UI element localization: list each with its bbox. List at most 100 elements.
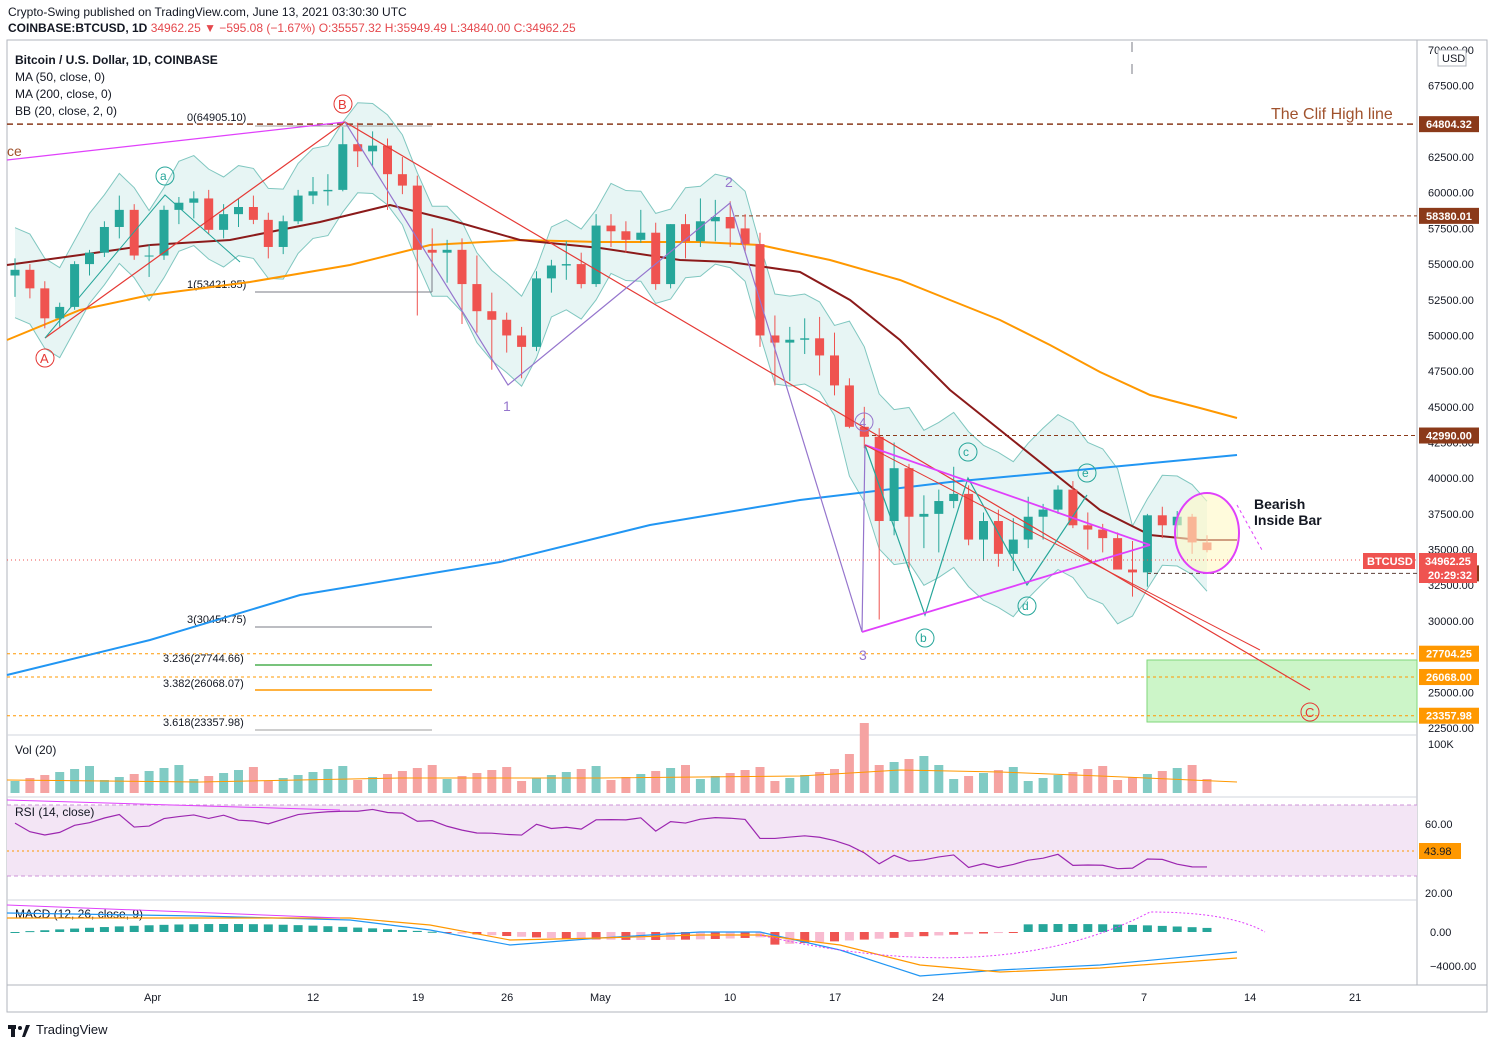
rsi-label[interactable]: RSI (14, close) [15,805,94,819]
candle-body-53 [800,338,810,340]
macd-bar-64 [964,932,974,935]
macd-curve-projection [759,911,1266,959]
macd-bar-61 [919,932,929,937]
rsi-value-text: 43.98 [1424,846,1452,858]
rsi-tick-20: 20.00 [1425,888,1453,900]
y-tick-5: 57500.00 [1428,223,1474,235]
x-tick-9: 7 [1141,992,1147,1004]
rsi-line [14,808,1208,870]
macd-bar-22 [338,926,348,932]
candle-body-59 [889,468,899,522]
candle-body-48 [725,216,735,229]
volume-bar-7 [114,777,124,793]
macd-bar-25 [383,929,392,932]
volume-bar-36 [546,775,556,793]
open-value: O:35557.32 [318,21,382,35]
volume-bar-21 [323,769,333,793]
volume-bar-8 [129,774,139,793]
triangle-lower [861,544,1151,633]
volume-bar-50 [755,767,765,793]
wave-label-3: 3 [859,647,867,663]
macd-bar-77 [1157,925,1167,932]
wave-label-2: 2 [725,174,733,190]
symbol-tag [1363,553,1415,569]
volume-bar-11 [174,765,184,793]
candle-body-20 [308,191,318,196]
legend-ma50[interactable]: MA (50, close, 0) [15,70,105,84]
volume-bar-35 [532,778,541,793]
level-tag-text-4: 27704.25 [1426,649,1472,661]
volume-bar-68 [1023,781,1033,793]
volume-bar-51 [770,781,780,793]
volume-bar-47 [710,776,720,793]
macd-bar-63 [949,932,959,935]
volume-bar-20 [308,772,318,793]
x-tick-6: 17 [829,992,841,1004]
volume-bar-25 [383,774,392,793]
candle-body-4 [70,264,80,307]
volume-bar-65 [979,773,988,793]
candle-body-11 [174,202,184,210]
candle-body-56 [844,385,854,427]
price-axis[interactable]: 70000.0067500.0065000.0062500.0060000.00… [1428,45,1474,735]
macd-bar-80 [1202,927,1212,932]
bollinger-lower [14,192,1208,625]
volume-bar-78 [1172,768,1182,793]
volume-bar-29 [442,779,452,793]
legend-ma200[interactable]: MA (200, close, 0) [15,87,112,101]
y-tick-12: 40000.00 [1428,473,1474,485]
close-value: C:34962.25 [513,21,576,35]
volume-bar-5 [85,766,94,793]
x-tick-4: May [590,992,611,1004]
macd-bar-28 [427,931,437,933]
volume-bar-10 [159,768,169,793]
macd-bar-21 [323,926,333,932]
ma20-brown-line [6,203,1237,541]
volume-bar-53 [800,775,810,793]
macd-bar-10 [159,924,169,932]
candle-body-54 [815,338,825,356]
macd-signal-line [7,917,1238,973]
countdown-text: 20:29:32 [1428,570,1472,582]
candle-body-64 [964,493,974,540]
candle-body-37 [561,264,571,266]
macd-bar-9 [144,925,154,932]
candle-body-8 [129,209,139,256]
bearish-label: Bearish [1254,496,1305,512]
macd-bar-13 [204,924,214,932]
macd-bar-60 [904,932,914,938]
time-axis[interactable]: Apr 12 19 26 May 10 17 24 Jun 7 14 21 [144,992,1361,1004]
candle-body-5 [85,252,94,265]
currency-box[interactable] [1437,49,1467,67]
candle-body-68 [1023,516,1033,540]
volume-bar-14 [219,773,229,793]
macd-bar-54 [815,932,825,943]
candle-body-67 [1008,539,1018,554]
sub-wave-line [44,194,241,339]
level-tag-0 [1419,116,1479,133]
volume-bar-57 [859,723,869,793]
volume-bar-0 [10,781,20,793]
impulse-wave-line [344,121,866,633]
level-tag-4 [1419,645,1479,662]
macd-histogram [10,924,1212,945]
macd-bar-67 [1008,932,1018,933]
low-value: L:34840.00 [450,21,511,35]
macd-bar-59 [889,932,899,938]
macd-bar-58 [874,932,884,939]
candle-body-22 [338,144,348,190]
volume-bars [10,723,1212,793]
rsi-tick-60: 60.00 [1425,819,1453,831]
volume-bar-67 [1008,767,1018,793]
y-tick-6: 55000.00 [1428,259,1474,271]
volume-bar-28 [427,765,437,793]
trend-line-red [864,444,1261,651]
inside-bar-label: Inside Bar [1254,512,1322,528]
macd-bar-4 [70,928,80,932]
candle-body-27 [412,185,422,250]
legend-bb[interactable]: BB (20, close, 2, 0) [15,104,117,118]
macd-bar-78 [1172,926,1182,932]
vol-label[interactable]: Vol (20) [15,743,56,757]
chart-frame [6,39,1488,1013]
